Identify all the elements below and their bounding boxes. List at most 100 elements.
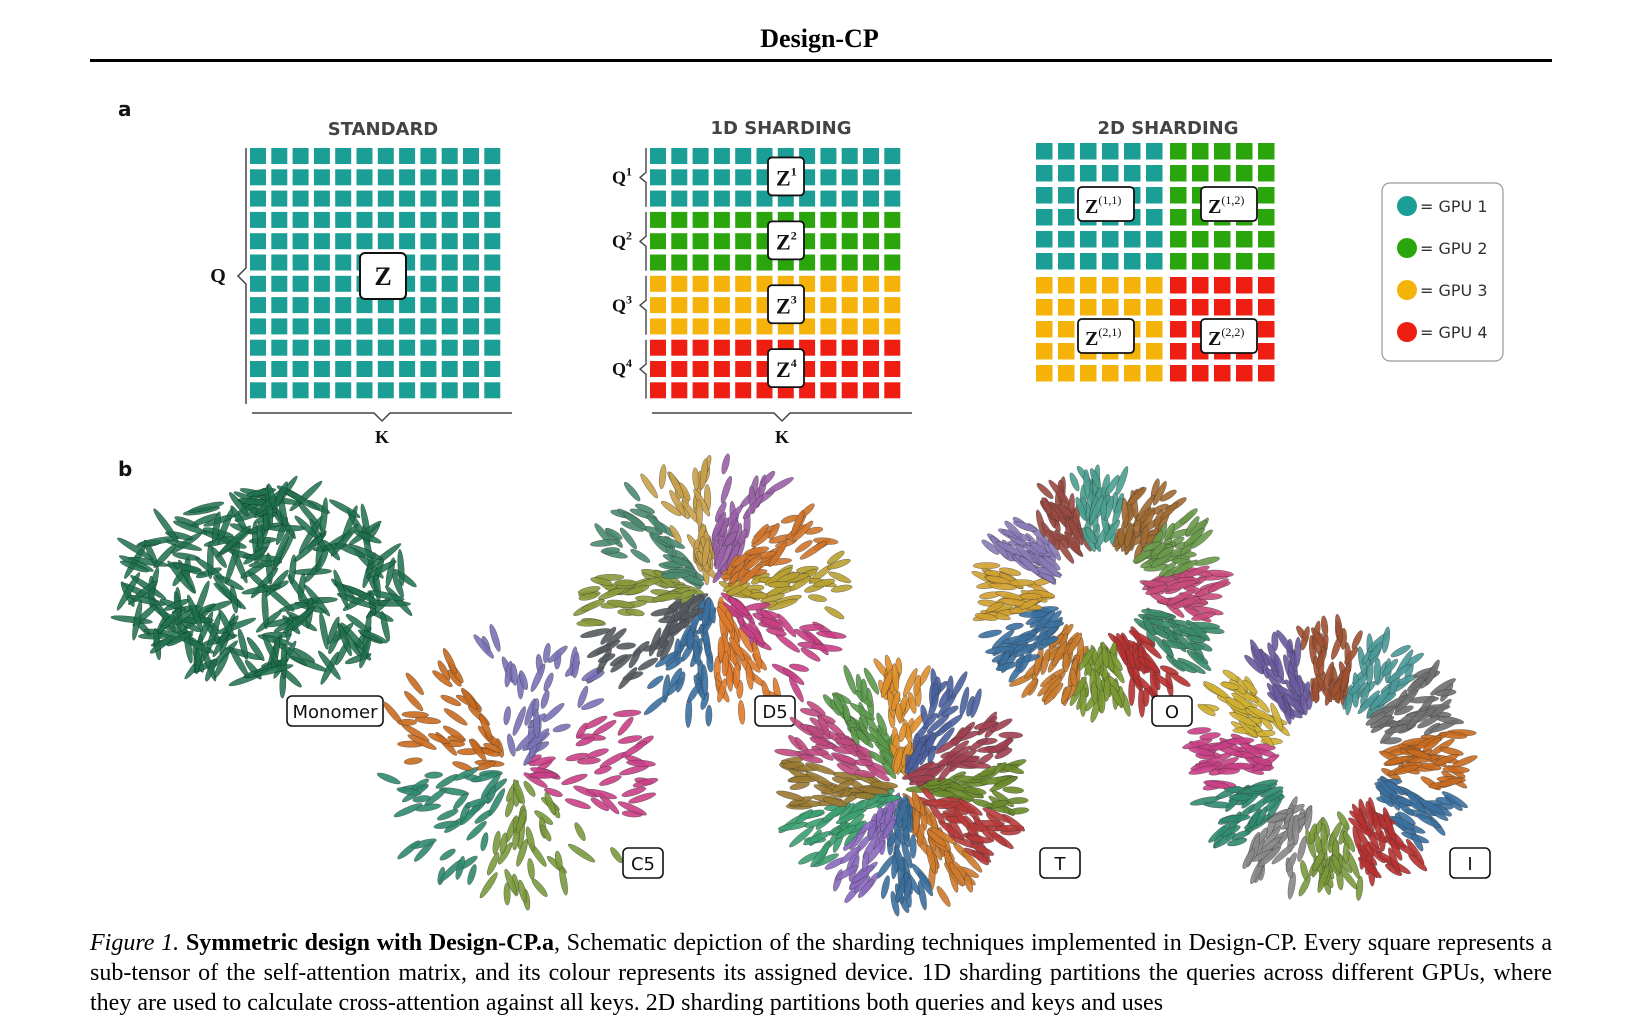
standard-cell: [250, 275, 266, 292]
standard-cell: [313, 254, 330, 271]
helix-segment: [807, 725, 824, 738]
sharding-2d-cell: [1236, 277, 1253, 294]
sharding-2d-cell: [1036, 231, 1053, 248]
structure-label-box: [754, 695, 796, 727]
standard-cell: [313, 297, 330, 314]
sharding-1d-cell: [863, 254, 879, 271]
helix-segment: [791, 509, 805, 536]
helix-segment: [1199, 732, 1221, 740]
helix-segment: [1186, 619, 1211, 642]
helix-segment: [1154, 674, 1173, 689]
standard-cell: [377, 297, 394, 314]
standard-cell: [484, 275, 501, 292]
helix-segment: [901, 741, 912, 767]
helix-segment: [1321, 615, 1329, 637]
helix-segment: [1225, 762, 1255, 770]
helix-segment: [1311, 627, 1325, 648]
sharding-2d-cell: [1080, 253, 1097, 270]
helix-segment: [643, 695, 667, 716]
sharding-1d-cell: [692, 318, 709, 335]
helix-segment: [1195, 641, 1213, 652]
helix-segment: [881, 875, 890, 899]
sharding-1d-q-label: Q1: [612, 164, 632, 187]
helix-segment: [1041, 497, 1052, 516]
helix-segment: [544, 787, 563, 797]
helix-segment: [1260, 786, 1284, 798]
helix-segment: [519, 670, 528, 691]
helix-segment: [1365, 800, 1374, 827]
standard-cell: [250, 233, 266, 250]
standard-cell: [377, 382, 394, 399]
standard-cell: [377, 339, 394, 356]
helix-segment: [1272, 684, 1286, 714]
sharding-2d-cell: [1258, 299, 1275, 316]
helix-segment: [613, 709, 642, 717]
ribbon-segment: [211, 511, 221, 544]
standard-cell: [292, 211, 309, 228]
helix-segment: [701, 664, 709, 697]
helix-segment: [777, 572, 801, 583]
helix-segment: [960, 760, 991, 769]
helix-segment: [1173, 559, 1199, 575]
helix-segment: [530, 663, 546, 692]
sharding-2d-labels: Z(1,1) Z(1,2)Z(2,1) Z(2,2): [1077, 186, 1258, 354]
helix-segment: [1188, 747, 1215, 756]
helix-segment: [1079, 686, 1087, 717]
helix-segment: [1043, 682, 1064, 705]
helix-segment: [922, 713, 938, 729]
helix-segment: [988, 738, 1014, 754]
helix-segment: [909, 834, 917, 859]
helix-segment: [1298, 876, 1311, 897]
helix-segment: [1190, 529, 1213, 549]
helix-segment: [752, 641, 762, 669]
ribbon-segment: [120, 560, 149, 573]
standard-cell: [484, 169, 501, 186]
helix-segment: [443, 708, 468, 726]
standard-cell: [292, 361, 309, 377]
helix-segment: [590, 797, 610, 811]
helix-segment: [586, 644, 611, 658]
sharding-2d-cell: [1146, 187, 1163, 204]
sharding-2d-cell: [1124, 231, 1141, 248]
standard-cell: [399, 211, 416, 228]
structure-label-box: [1151, 695, 1193, 727]
caption-figure-label: Figure 1.: [90, 930, 180, 956]
helix-segment: [1297, 836, 1307, 862]
helix-segment: [1124, 523, 1134, 548]
helix-segment: [1344, 647, 1359, 665]
sharding-1d-cell: [671, 275, 688, 292]
standard-cell: [484, 297, 501, 314]
sharding-2d-cell: [1146, 321, 1163, 338]
helix-segment: [479, 713, 493, 741]
helix-segment: [628, 792, 657, 804]
standard-cell: [250, 148, 266, 164]
helix-segment: [624, 481, 641, 502]
helix-segment: [816, 630, 847, 639]
helix-segment: [574, 822, 586, 841]
standard-cell: [399, 169, 416, 186]
helix-segment: [1152, 626, 1169, 639]
helix-segment: [733, 662, 741, 689]
sharding-1d-cell: [713, 190, 730, 207]
helix-segment: [959, 686, 970, 717]
sharding-1d-cell: [650, 254, 666, 271]
helix-segment: [626, 585, 650, 595]
helix-segment: [530, 771, 558, 779]
helix-segment: [834, 737, 856, 746]
helix-segment: [923, 799, 952, 807]
sharding-2d-cell: [1192, 299, 1209, 316]
helix-segment: [891, 691, 901, 712]
helix-segment: [1372, 812, 1382, 838]
helix-segment: [858, 879, 874, 898]
helix-segment: [452, 761, 473, 771]
helix-segment: [1425, 659, 1440, 686]
helix-segment: [799, 541, 827, 560]
sharding-2d-cell: [1036, 321, 1053, 338]
helix-segment: [523, 780, 536, 797]
helix-segment: [855, 729, 869, 745]
panel-b-label: b: [118, 457, 132, 481]
helix-segment: [598, 653, 616, 663]
ribbon-segment: [262, 635, 280, 666]
standard-cell: [399, 318, 416, 335]
helix-segment: [1083, 469, 1091, 499]
